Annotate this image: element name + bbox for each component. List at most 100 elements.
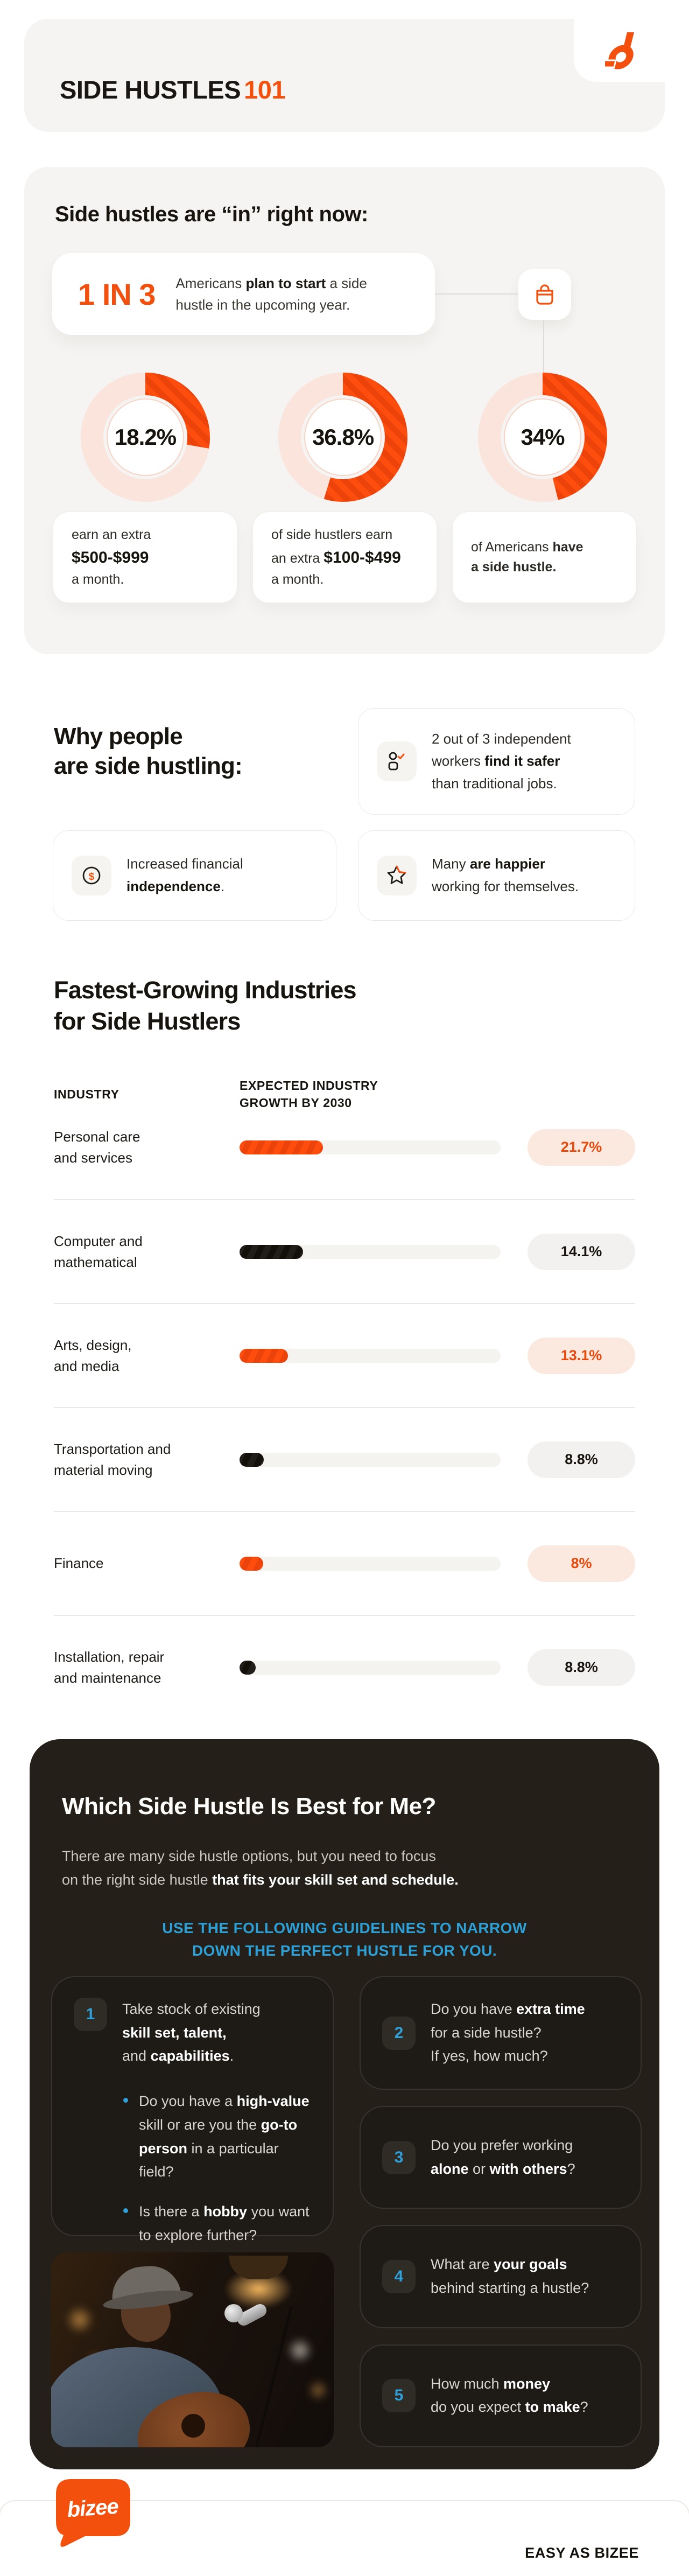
page-title-accent: 101 [244, 75, 286, 104]
growth-bar-track [240, 1140, 501, 1154]
quiz-grid: 1 Take stock of existing skill set, tale… [51, 1976, 642, 2447]
step-card-1: 1 Take stock of existing skill set, tale… [51, 1976, 334, 2243]
why-text: 2 out of 3 independent workers find it s… [432, 730, 571, 792]
industry-row: Installation, repair and maintenance 8.8… [54, 1615, 635, 1719]
microphone-grill [224, 2304, 243, 2322]
bullet-dot-icon [123, 2208, 128, 2214]
step-number-chip: 3 [382, 2140, 416, 2174]
step-text: How much money do you expect to make? [431, 2375, 588, 2416]
industry-row: Personal care and services 21.7% [54, 1095, 635, 1199]
stat-card: earn an extra $500-$999 a month. [53, 512, 237, 603]
donut-value: 34% [521, 424, 565, 450]
growth-bar-track [240, 1244, 501, 1259]
quiz-callout: USE THE FOLLOWING GUIDELINES TO NARROW D… [162, 1920, 527, 1959]
stat-text: earn an extra $500-$999 a month. [72, 527, 151, 587]
quiz-column-left: 1 Take stock of existing skill set, tale… [51, 1976, 334, 2447]
step-text: Do you have extra time for a side hustle… [431, 2001, 585, 2064]
growth-badge: 8% [528, 1545, 635, 1582]
why-card-happier: Many are happier working for themselves. [358, 830, 635, 921]
bizee-mark-icon [605, 32, 635, 69]
step-body: Take stock of existing skill set, talent… [122, 1998, 311, 2248]
hero-section: Side hustles are “in” right now: 1 IN 3 … [24, 167, 665, 654]
donut-chart-2: 36.8% [278, 373, 407, 502]
step-text: What are your goals behind starting a hu… [431, 2256, 589, 2297]
industry-label: Personal care and services [54, 1128, 140, 1166]
mic-stand [247, 2306, 293, 2447]
donut-chart-1: 18.2% [81, 373, 210, 502]
shopping-bag-icon [536, 284, 553, 305]
column-header-growth: EXPECTED INDUSTRY GROWTH BY 2030 [240, 1079, 378, 1110]
growth-badge: 13.1% [528, 1337, 635, 1374]
icon-chip: $ [72, 856, 111, 895]
stat-callout-card: 1 IN 3 Americans plan to start a side hu… [52, 253, 435, 335]
industries-heading: Fastest-Growing Industries for Side Hust… [54, 976, 357, 1035]
growth-badge: 8.8% [528, 1441, 635, 1478]
growth-badge: 14.1% [528, 1233, 635, 1270]
industry-label: Computer and mathematical [54, 1233, 143, 1270]
step-card-5: 5 How much money do you expect to make? [360, 2344, 642, 2447]
growth-badge: 8.8% [528, 1649, 635, 1686]
stat-card: of side hustlers earn an extra $100-$499… [252, 512, 437, 603]
page-title-main: SIDE HUSTLES [60, 75, 241, 104]
growth-bar-track [240, 1348, 501, 1363]
donut-value: 36.8% [312, 424, 374, 450]
growth-bar-fill [240, 1140, 324, 1154]
donut-chart-3: 34% [478, 373, 607, 502]
step-number-chip: 2 [382, 2016, 416, 2050]
step-card-4: 4 What are your goals behind starting a … [360, 2225, 642, 2328]
why-card-independence: $ Increased financial independence. [53, 830, 336, 921]
quiz-heading: Which Side Hustle Is Best for Me? [62, 1793, 436, 1819]
industry-label: Arts, design, and media [54, 1336, 132, 1374]
bullet-text: Is there a hobby you want to explore fur… [139, 2203, 310, 2243]
growth-bar-track [240, 1660, 501, 1675]
icon-chip [377, 856, 417, 895]
industry-row: Arts, design, and media 13.1% [54, 1303, 635, 1407]
header-notch [574, 18, 665, 82]
callout-text: Americans plan to start a side hustle in… [175, 275, 367, 313]
step-text: Do you prefer working alone or with othe… [431, 2137, 575, 2177]
growth-bar-fill [240, 1348, 289, 1363]
bullet-item: Is there a hobby you want to explore fur… [122, 2200, 311, 2247]
quiz-column-right: 2 Do you have extra time for a side hust… [360, 1976, 642, 2447]
bullet-text: Do you have a high-value skill or are yo… [139, 2093, 310, 2180]
growth-bar-track [240, 1452, 501, 1467]
connector-line-vertical [543, 320, 544, 374]
stat-text: of Americans have a side hustle. [471, 539, 583, 575]
svg-text:$: $ [89, 871, 95, 883]
why-text: Increased financial independence. [126, 856, 243, 894]
footer-tagline: EASY AS BIZEE [525, 2545, 639, 2561]
bag-icon-card [518, 269, 571, 320]
independent-worker-check-icon [388, 752, 405, 771]
performer-photo [51, 2252, 334, 2447]
step-number-chip: 5 [382, 2379, 416, 2413]
step-card-3: 3 Do you prefer working alone or with ot… [360, 2106, 642, 2209]
column-header-industry: INDUSTRY [54, 1087, 119, 1101]
donut-value: 18.2% [114, 424, 177, 450]
growth-bar-fill [240, 1556, 263, 1571]
step-card-2: 2 Do you have extra time for a side hust… [360, 1976, 642, 2090]
why-card-safer: 2 out of 3 independent workers find it s… [358, 708, 635, 815]
quiz-section: Which Side Hustle Is Best for Me? There … [30, 1739, 659, 2469]
step-number-chip: 4 [382, 2260, 416, 2294]
dollar-coin-icon: $ [82, 866, 101, 885]
growth-bar-fill [240, 1660, 256, 1675]
stat-card: of Americans have a side hustle. [452, 512, 637, 603]
page-title: SIDE HUSTLES 101 [60, 75, 286, 104]
growth-bar-fill [240, 1244, 303, 1259]
hero-heading: Side hustles are “in” right now: [55, 202, 368, 226]
bizee-logo-text: bizee [66, 2495, 119, 2522]
why-heading: Why people are side hustling: [54, 723, 243, 779]
step-number-chip: 1 [74, 1998, 107, 2031]
step-bullets: Do you have a high-value skill or are yo… [122, 2090, 311, 2247]
stat-text: of side hustlers earn an extra $100-$499… [271, 527, 401, 587]
growth-bar-fill [240, 1452, 264, 1467]
why-text: Many are happier working for themselves. [432, 856, 579, 894]
bullet-dot-icon [123, 2098, 128, 2103]
industry-label: Finance [54, 1555, 104, 1571]
quiz-intro: There are many side hustle options, but … [62, 1848, 459, 1888]
bullet-item: Do you have a high-value skill or are yo… [122, 2090, 311, 2184]
step-text: Take stock of existing skill set, talent… [122, 2001, 261, 2064]
industries-table: Personal care and services 21.7% Compute… [54, 1095, 635, 1719]
industry-row: Finance 8% [54, 1511, 635, 1615]
star-icon [387, 865, 406, 884]
